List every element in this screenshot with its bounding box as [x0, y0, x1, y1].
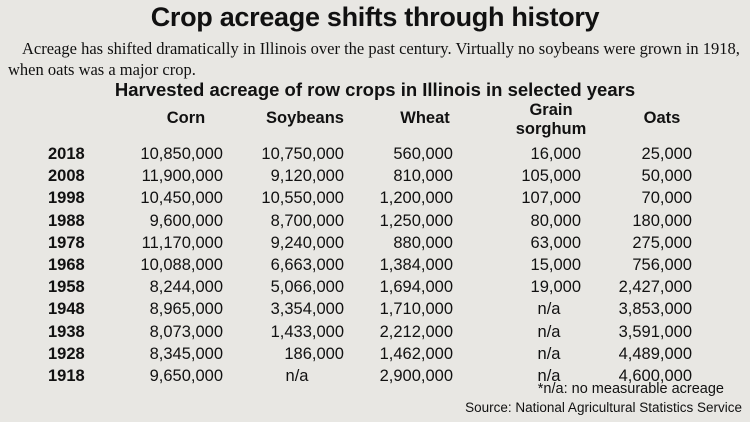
table-cell: 1,200,000: [379, 189, 453, 208]
table-cell: 810,000: [393, 167, 453, 186]
table-title: Harvested acreage of row crops in Illino…: [114, 79, 636, 100]
row-year: 1928: [48, 344, 85, 363]
table-cell: 10,550,000: [261, 189, 344, 208]
table-cell: 1,694,000: [379, 278, 453, 297]
row-year: 2018: [48, 145, 85, 163]
row-year: 1998: [48, 189, 85, 208]
chart-title: Crop acreage shifts through history: [150, 2, 600, 32]
table-cell: 10,750,000: [261, 145, 344, 163]
table-cell: 63,000: [530, 233, 581, 252]
column-header-wheat: Wheat: [400, 109, 450, 127]
row-year: 1918: [48, 367, 85, 385]
row-year: 1958: [48, 278, 85, 297]
table-cell: 1,433,000: [270, 322, 344, 341]
table-cell: 180,000: [632, 211, 692, 230]
table-cell: 3,591,000: [618, 322, 692, 341]
footnote: *n/a: no measurable acreage: [537, 381, 724, 397]
column-header-soybeans: Soybeans: [266, 109, 344, 127]
table-cell: 9,120,000: [270, 167, 344, 186]
column-header-corn: Corn: [166, 109, 206, 127]
table-cell: 1,462,000: [379, 344, 453, 363]
row-year: 2008: [48, 167, 85, 186]
table-cell: 4,489,000: [618, 344, 692, 363]
table-cell: 4,600,000: [618, 367, 692, 385]
table-cell: 19,000: [530, 278, 581, 297]
table-cell: 80,000: [530, 211, 581, 230]
table-cell: n/a: [537, 322, 561, 341]
table-cell: 70,000: [641, 189, 692, 208]
table-cell: 560,000: [393, 145, 453, 163]
table-cell: 3,853,000: [618, 300, 692, 319]
table-cell: 8,700,000: [270, 211, 344, 230]
table-cell: 10,088,000: [140, 256, 223, 274]
table-cell: n/a: [285, 367, 309, 385]
table-cell: 9,600,000: [149, 211, 223, 230]
table-cell: 5,066,000: [270, 278, 344, 297]
source-note: Source: National Agricultural Statistics…: [465, 400, 742, 415]
row-year: 1988: [48, 211, 85, 230]
chart-subtitle: Acreage has shifted dramatically in Illi…: [8, 39, 740, 79]
table-cell: 186,000: [284, 344, 344, 363]
row-year: 1968: [48, 256, 85, 274]
table-cell: n/a: [537, 344, 561, 363]
table-cell: 105,000: [521, 167, 581, 186]
table-cell: 16,000: [530, 145, 581, 163]
row-year: 1938: [48, 322, 85, 341]
column-header-oats: Oats: [643, 109, 681, 127]
table-cell: 8,345,000: [149, 344, 223, 363]
table-cell: 10,450,000: [140, 189, 223, 208]
row-year: 1948: [48, 300, 85, 319]
row-year: 1978: [48, 233, 85, 252]
table-cell: 15,000: [530, 256, 581, 274]
table-cell: 1,250,000: [379, 211, 453, 230]
table-cell: 8,965,000: [149, 300, 223, 319]
table-cell: 25,000: [641, 145, 692, 163]
table-cell: n/a: [537, 367, 561, 385]
table-cell: 880,000: [393, 233, 453, 252]
table-cell: n/a: [537, 300, 561, 319]
table-cell: 2,212,000: [379, 322, 453, 341]
table-cell: 107,000: [521, 189, 581, 208]
table-cell: 9,650,000: [149, 367, 223, 385]
table-cell: 1,710,000: [379, 300, 453, 319]
table-cell: 6,663,000: [270, 256, 344, 274]
table-cell: 756,000: [632, 256, 692, 274]
table-cell: 50,000: [641, 167, 692, 186]
table-cell: 1,384,000: [379, 256, 453, 274]
table-cell: 10,850,000: [140, 145, 223, 163]
column-header-grain-sorghum: Grain sorghum: [515, 101, 587, 138]
table-cell: 11,170,000: [141, 233, 223, 252]
table-cell: 275,000: [632, 233, 692, 252]
table-cell: 8,244,000: [149, 278, 223, 297]
table-cell: 2,427,000: [618, 278, 692, 297]
table-cell: 8,073,000: [149, 322, 223, 341]
table-cell: 3,354,000: [270, 300, 344, 319]
table-cell: 2,900,000: [379, 367, 453, 385]
table-cell: 9,240,000: [270, 233, 344, 252]
table-cell: 11,900,000: [141, 167, 223, 186]
